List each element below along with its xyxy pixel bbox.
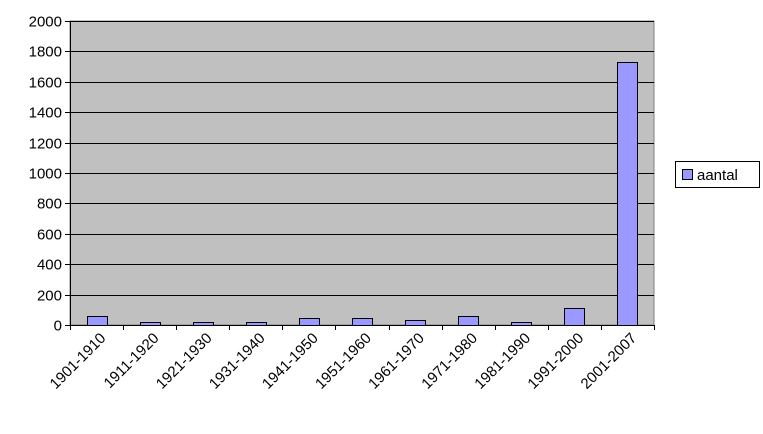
- x-tick-label: 1951-1960: [312, 330, 375, 393]
- y-tick-label: 0: [54, 318, 62, 335]
- y-tick-label: 2000: [29, 14, 62, 31]
- y-tick-label: 1800: [29, 44, 62, 61]
- x-axis: 1901-19101911-19201921-19301931-19401941…: [47, 325, 655, 393]
- x-tick-label: 1911-1920: [101, 330, 163, 392]
- y-tick-label: 600: [37, 227, 62, 244]
- x-tick-label: 1921-1930: [153, 330, 216, 393]
- x-tick-label: 1981-1990: [471, 330, 534, 393]
- legend-swatch: [682, 169, 693, 180]
- bar: [405, 320, 426, 326]
- y-axis: 0 200 400 600 800 1000 1200 1400 1600 1800 2000: [29, 14, 71, 335]
- x-tick-label: 1971-1980: [418, 330, 481, 393]
- y-tick-label: 1200: [29, 136, 62, 153]
- bar: [299, 318, 320, 326]
- x-tick-label: 1941-1950: [259, 330, 322, 393]
- x-tick-label: 1901-1910: [47, 330, 110, 393]
- bar: [87, 316, 108, 326]
- bar: [617, 62, 638, 326]
- bar: [564, 308, 585, 326]
- y-tick-label: 200: [37, 288, 62, 305]
- x-tick-label: 1931-1940: [206, 330, 269, 393]
- legend-label: aantal: [697, 167, 738, 184]
- y-tick-label: 400: [37, 257, 62, 274]
- x-tick-label: 1991-2000: [524, 330, 587, 393]
- y-tick-label: 1400: [29, 105, 62, 122]
- bar: [352, 318, 373, 326]
- x-tick-label: 2001-2007: [578, 330, 641, 393]
- bar: [458, 316, 479, 326]
- y-tick-label: 1000: [29, 166, 62, 183]
- gridlines: [70, 21, 654, 296]
- x-tick-label: 1961-1970: [365, 330, 428, 393]
- y-tick-label: 1600: [29, 75, 62, 92]
- y-tick-label: 800: [37, 196, 62, 213]
- legend: aantal: [675, 161, 760, 188]
